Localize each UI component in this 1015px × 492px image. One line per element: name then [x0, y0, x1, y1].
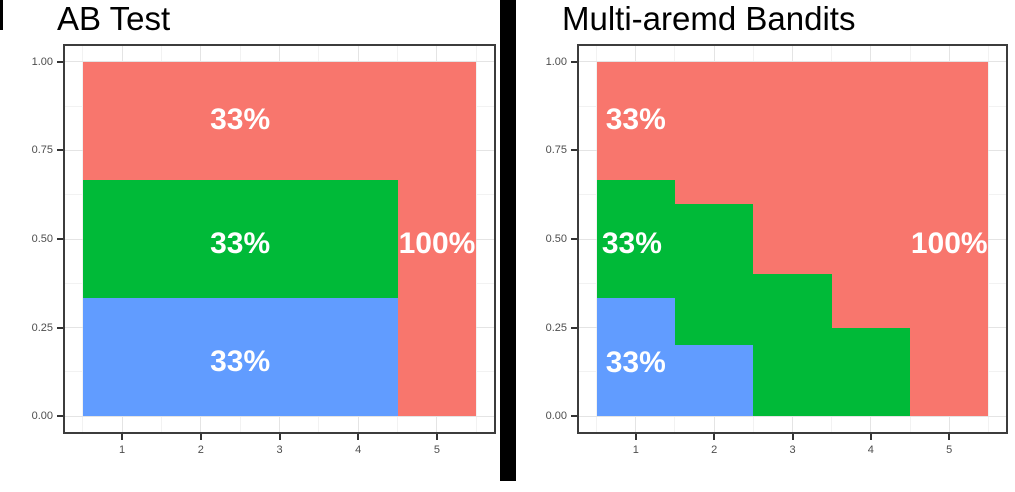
y-tick-mark	[57, 326, 63, 329]
y-tick-label: 0.25	[545, 321, 567, 334]
y-tick-label: 0.50	[545, 233, 567, 245]
annotation-label: 33%	[601, 226, 662, 260]
x-tick-label: 1	[632, 444, 639, 456]
y-tick-mark	[57, 238, 63, 240]
x-tick-label: 5	[433, 444, 441, 456]
screen-edge-artifact	[0, 0, 3, 30]
x-tick-label: 4	[355, 444, 362, 456]
x-tick-label: 4	[867, 444, 874, 456]
region-blue	[82, 298, 398, 417]
region-green	[831, 327, 911, 417]
y-tick-label: 1.00	[31, 55, 53, 68]
x-tick-mark	[199, 434, 202, 440]
plot-panel-multi-armed-bandits: 33% 33% 33% 100%	[577, 44, 1008, 434]
y-tick-label: 0.00	[545, 410, 567, 423]
divider-bar	[500, 0, 516, 481]
annotation-label: 33%	[605, 346, 666, 380]
plot-panel-ab-test: 33% 33% 33% 100%	[63, 44, 496, 434]
annotation-label: 33%	[605, 103, 666, 137]
x-tick-label: 5	[946, 444, 953, 456]
x-tick-mark	[791, 434, 794, 440]
y-tick-label: 0.25	[31, 321, 53, 334]
x-tick-mark	[713, 434, 716, 440]
x-tick-mark	[634, 434, 637, 440]
y-tick-mark	[57, 60, 63, 63]
y-tick-mark	[571, 149, 577, 152]
y-tick-mark	[57, 415, 63, 418]
gridline-y-major	[63, 415, 496, 417]
y-tick-mark	[57, 149, 63, 152]
x-tick-mark	[357, 434, 360, 440]
region-blue	[596, 298, 675, 417]
x-tick-label: 2	[197, 444, 204, 456]
y-tick-label: 0.00	[31, 410, 53, 423]
y-tick-mark	[571, 415, 577, 418]
chart-title-multi-armed-bandits: Multi-aremd Bandits	[562, 0, 856, 37]
x-tick-label: 3	[276, 444, 283, 456]
y-tick-label: 0.75	[545, 144, 567, 157]
y-tick-label: 0.50	[31, 233, 53, 245]
x-tick-mark	[869, 434, 872, 440]
annotation-label: 33%	[210, 226, 271, 260]
annotation-label: 33%	[210, 103, 271, 137]
chart-title-ab-test: AB Test	[57, 0, 171, 37]
gridline-y-major	[577, 415, 1008, 417]
annotation-label: 100%	[910, 226, 988, 260]
x-tick-mark	[948, 434, 951, 440]
x-tick-mark	[121, 434, 124, 440]
y-tick-mark	[571, 326, 577, 329]
x-tick-label: 1	[118, 444, 126, 456]
x-tick-label: 3	[789, 444, 796, 456]
x-tick-label: 2	[711, 444, 718, 456]
annotation-label: 100%	[398, 226, 476, 260]
region-green	[753, 274, 832, 417]
region-blue	[674, 345, 754, 417]
x-tick-mark	[278, 434, 281, 440]
y-tick-label: 0.75	[31, 144, 53, 157]
y-tick-mark	[571, 238, 577, 240]
y-tick-mark	[571, 60, 577, 63]
annotation-label: 33%	[210, 345, 271, 379]
y-tick-label: 1.00	[545, 55, 567, 68]
x-tick-mark	[435, 434, 438, 440]
